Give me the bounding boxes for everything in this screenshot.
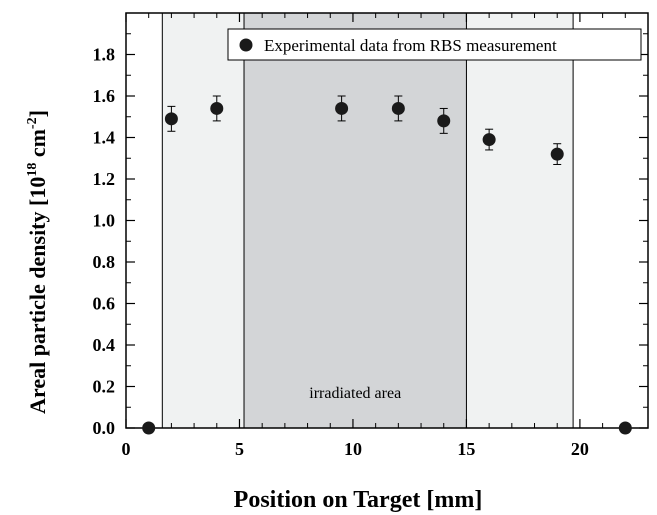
irradiated-area-label: irradiated area — [309, 385, 401, 402]
legend: Experimental data from RBS measurement — [227, 28, 642, 61]
y-tick-label: 1.2 — [93, 169, 116, 189]
data-point — [391, 101, 405, 115]
tick-labels: 0 5 10 15 20 0.0 0.2 0.4 0.6 0.8 1.0 1.2 1.4 1.6 1.8 — [93, 45, 589, 460]
data-point — [618, 421, 632, 435]
y-tick-label: 1.8 — [93, 45, 116, 65]
data-point — [335, 101, 349, 115]
data-point — [210, 101, 224, 115]
plot-frame — [125, 12, 649, 429]
data-point — [437, 114, 451, 128]
legend-marker — [239, 38, 253, 52]
y-tick-label: 0.6 — [93, 294, 116, 314]
legend-label: Experimental data from RBS measurement — [264, 36, 557, 55]
y-tick-label: 1.0 — [93, 211, 116, 231]
shaded-regions — [161, 13, 574, 428]
y-axis-label: Areal particle density [1018 cm-2] — [25, 110, 50, 414]
axis-ticks — [125, 13, 648, 429]
y-tick-label: 0.4 — [93, 335, 116, 355]
x-tick-label: 5 — [235, 439, 244, 459]
x-tick-label: 20 — [571, 439, 589, 459]
y-tick-label: 1.6 — [93, 86, 116, 106]
data-point — [550, 147, 564, 161]
region-band-1 — [244, 13, 467, 428]
x-axis-label: Position on Target [mm] — [234, 487, 483, 513]
data-marks — [142, 95, 632, 435]
x-tick-label: 10 — [344, 439, 362, 459]
x-tick-label: 0 — [122, 439, 131, 459]
data-point — [142, 421, 156, 435]
data-point — [482, 133, 496, 147]
y-tick-label: 0.8 — [93, 252, 116, 272]
y-tick-label: 0.2 — [93, 377, 116, 397]
y-tick-label: 0.0 — [93, 418, 116, 438]
x-tick-label: 15 — [457, 439, 475, 459]
y-tick-label: 1.4 — [93, 128, 116, 148]
legend-box — [227, 28, 642, 61]
data-point — [164, 112, 178, 126]
